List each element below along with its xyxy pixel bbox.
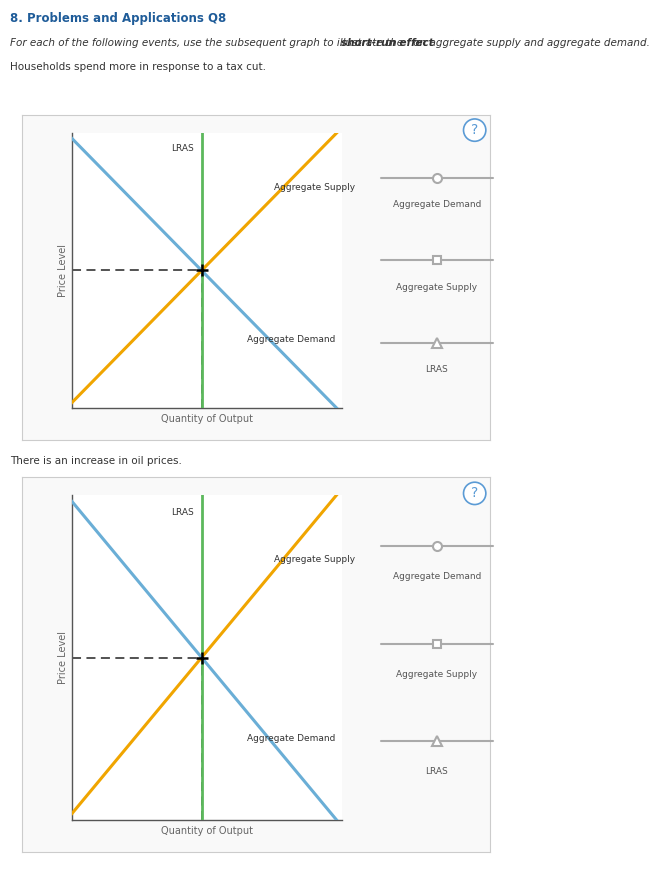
Text: LRAS: LRAS [170, 144, 193, 153]
Text: Aggregate Supply: Aggregate Supply [274, 555, 356, 564]
Text: Aggregate Demand: Aggregate Demand [247, 734, 336, 743]
Text: For each of the following events, use the subsequent graph to illustrate the: For each of the following events, use th… [10, 38, 406, 48]
Text: Aggregate Supply: Aggregate Supply [396, 670, 477, 678]
Text: Aggregate Supply: Aggregate Supply [396, 283, 477, 291]
Text: ?: ? [471, 123, 478, 137]
Text: LRAS: LRAS [426, 767, 449, 776]
Text: Aggregate Demand: Aggregate Demand [247, 335, 336, 344]
Text: Aggregate Supply: Aggregate Supply [274, 183, 356, 193]
Text: There is an increase in oil prices.: There is an increase in oil prices. [10, 456, 182, 466]
Text: LRAS: LRAS [426, 365, 449, 374]
Text: 8. Problems and Applications Q8: 8. Problems and Applications Q8 [10, 12, 226, 25]
X-axis label: Quantity of Output: Quantity of Output [161, 826, 253, 835]
Y-axis label: Price Level: Price Level [58, 244, 68, 297]
Text: short-run effect: short-run effect [341, 38, 434, 48]
Text: LRAS: LRAS [170, 508, 193, 517]
Text: Households spend more in response to a tax cut.: Households spend more in response to a t… [10, 62, 266, 72]
Text: ?: ? [471, 487, 478, 501]
Text: on aggregate supply and aggregate demand.: on aggregate supply and aggregate demand… [409, 38, 650, 48]
Text: Aggregate Demand: Aggregate Demand [393, 200, 481, 209]
X-axis label: Quantity of Output: Quantity of Output [161, 413, 253, 424]
Text: Aggregate Demand: Aggregate Demand [393, 572, 481, 581]
Y-axis label: Price Level: Price Level [58, 631, 68, 684]
